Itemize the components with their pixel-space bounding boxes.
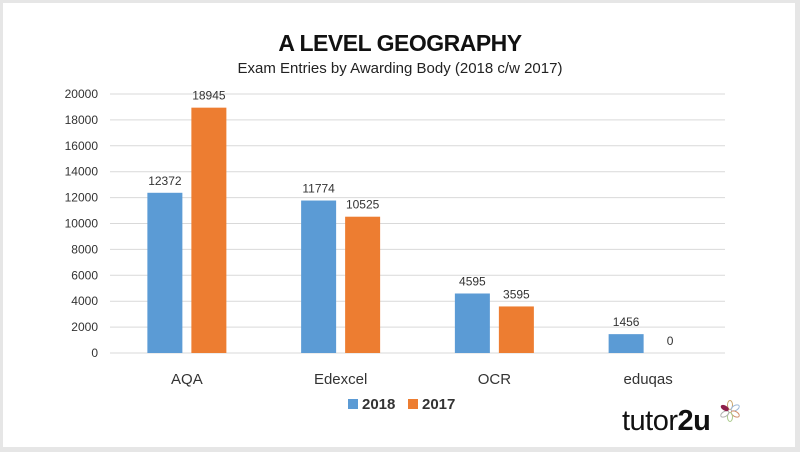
bar-2017 [345, 216, 381, 353]
data-label: 11774 [302, 182, 335, 196]
data-label: 18945 [192, 89, 226, 103]
chart-frame [3, 3, 795, 447]
bar-2017 [191, 107, 227, 353]
y-tick-label: 2000 [71, 320, 98, 334]
chart-subtitle: Exam Entries by Awarding Body (2018 c/w … [237, 60, 563, 77]
y-tick-label: 16000 [65, 139, 99, 153]
chart-title: A LEVEL GEOGRAPHY [278, 30, 522, 56]
legend-label: 2017 [422, 396, 455, 413]
bar-2018 [454, 293, 490, 353]
data-label: 12372 [148, 174, 182, 188]
data-label: 4595 [459, 274, 486, 288]
bar-2018 [301, 200, 337, 353]
legend-swatch-2017 [408, 399, 418, 409]
y-tick-label: 20000 [65, 87, 99, 101]
bar-2018 [147, 192, 183, 353]
bar-2018 [608, 334, 644, 353]
data-label: 3595 [503, 287, 530, 301]
y-tick-label: 0 [91, 346, 98, 360]
data-label: 10525 [346, 198, 380, 212]
y-tick-label: 14000 [65, 165, 99, 179]
x-tick-label: Edexcel [314, 371, 367, 388]
data-label: 1456 [613, 315, 640, 329]
bar-2017 [498, 306, 534, 353]
y-tick-label: 8000 [71, 242, 98, 256]
x-tick-label: eduqas [624, 371, 673, 388]
y-tick-label: 12000 [65, 191, 99, 205]
tutor2u-logo: tutor2u [622, 400, 740, 438]
y-tick-label: 4000 [71, 294, 98, 308]
y-tick-label: 18000 [65, 113, 99, 127]
x-tick-label: OCR [478, 371, 512, 388]
flower-icon [720, 400, 740, 422]
y-tick-label: 6000 [71, 268, 98, 282]
data-label: 0 [667, 334, 674, 348]
legend-label: 2018 [362, 396, 395, 413]
x-tick-label: AQA [171, 371, 203, 388]
y-tick-label: 10000 [65, 217, 99, 231]
legend-swatch-2018 [348, 399, 358, 409]
